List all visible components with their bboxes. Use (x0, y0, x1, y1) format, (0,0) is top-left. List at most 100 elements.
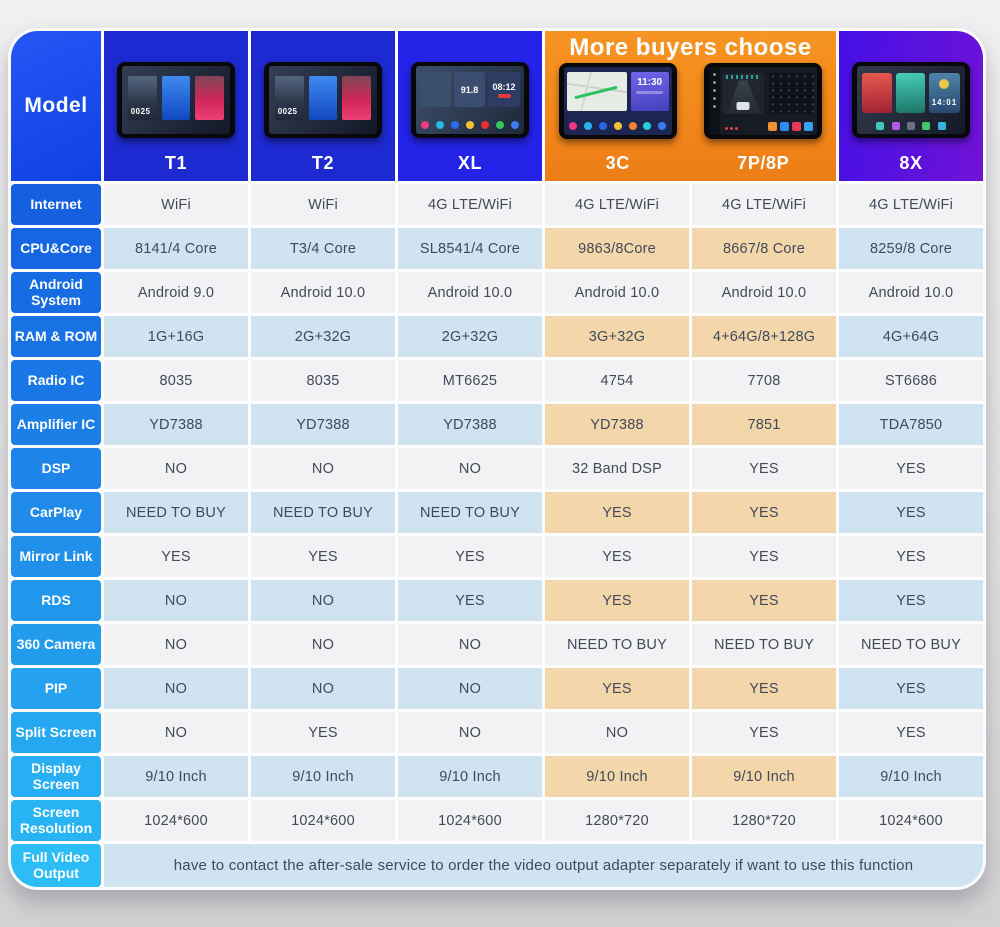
screen-clock: 0025 (130, 107, 151, 117)
spec-cell: YES (839, 712, 983, 753)
spec-cell: WiFi (104, 184, 248, 225)
comparison-table: Model 0025 T1 0025 T2 (8, 28, 986, 890)
music-icon (791, 121, 801, 131)
model-name: XL (457, 153, 483, 173)
navigation-card (308, 75, 338, 121)
spec-cell: 3G+32G (545, 316, 689, 357)
spec-cell: YES (692, 536, 836, 577)
bluetooth-icon (598, 122, 607, 131)
media-card: 0025 (275, 75, 304, 121)
clock-card: 14:01 (929, 73, 960, 113)
spec-cell: 4+64G/8+128G (692, 316, 836, 357)
device-screen: 0025 (122, 66, 230, 134)
driving-view (722, 73, 765, 114)
spec-cell: YD7388 (251, 404, 395, 445)
row-label: 360 Camera (11, 624, 101, 665)
spec-cell: YES (545, 580, 689, 621)
spec-cell: Android 9.0 (104, 272, 248, 313)
media-card: 0025 (128, 75, 157, 121)
apps-icon (937, 121, 946, 130)
spec-body: Internet WiFi WiFi 4G LTE/WiFi 4G LTE/WiFi 4G… (11, 184, 983, 841)
spec-cell: NO (251, 580, 395, 621)
footer-row: Full Video Output have to contact the af… (11, 844, 983, 887)
spec-cell: T3/4 Core (251, 228, 395, 269)
row-label: Radio IC (11, 360, 101, 401)
spec-cell: 2G+32G (251, 316, 395, 357)
spec-cell: 4G LTE/WiFi (692, 184, 836, 225)
gallery-icon (891, 121, 900, 130)
spec-row: Display Screen 9/10 Inch 9/10 Inch 9/10 Inc… (11, 756, 983, 797)
row-label: Full Video Output (11, 844, 101, 887)
app-icon-row (758, 121, 813, 131)
screen-clock: 11:30 (637, 77, 663, 89)
spec-cell: 7851 (692, 404, 836, 445)
spec-cell: TDA7850 (839, 404, 983, 445)
store-icon (495, 121, 504, 130)
spec-cell: 9/10 Inch (692, 756, 836, 797)
spec-cell: Android 10.0 (545, 272, 689, 313)
spec-cell: 1024*600 (104, 800, 248, 841)
spec-cell: YES (839, 668, 983, 709)
row-label: Amplifier IC (11, 404, 101, 445)
row-label: CarPlay (11, 492, 101, 533)
spec-cell: MT6625 (398, 360, 542, 401)
settings-icon (907, 121, 915, 130)
media-card (862, 73, 892, 113)
device-image-xl: 91.8 08:12 (411, 62, 529, 138)
folder-icon (767, 121, 777, 131)
spec-cell: YES (692, 668, 836, 709)
spec-cell: 9863/8Core (545, 228, 689, 269)
highlight-group: More buyers choose 11:30 (545, 31, 836, 181)
night-map-panel (768, 73, 815, 114)
radio-tile: 91.8 (453, 72, 486, 108)
device-image-8x: 14:01 (852, 62, 970, 138)
spec-cell: Android 10.0 (251, 272, 395, 313)
spec-cell: YES (545, 536, 689, 577)
spec-cell: ST6686 (839, 360, 983, 401)
row-label: Split Screen (11, 712, 101, 753)
row-label: Android System (11, 272, 101, 313)
row-label: Mirror Link (11, 536, 101, 577)
spec-cell: YES (398, 536, 542, 577)
music-card (342, 75, 371, 121)
music-icon (569, 122, 578, 131)
spec-cell: Android 10.0 (692, 272, 836, 313)
spec-cell: 9/10 Inch (398, 756, 542, 797)
spec-cell: YD7388 (545, 404, 689, 445)
spec-cell: NO (398, 624, 542, 665)
spec-row: Mirror Link YES YES YES YES YES YES (11, 536, 983, 577)
row-label: DSP (11, 448, 101, 489)
spec-cell: YES (692, 580, 836, 621)
app-icon-row (569, 122, 667, 131)
bluetooth-icon (803, 121, 813, 131)
spec-cell: 1024*600 (398, 800, 542, 841)
row-label: RAM & ROM (11, 316, 101, 357)
clock-tile: 08:12 (488, 72, 520, 108)
column-header-xl: 91.8 08:12 XL (398, 31, 542, 181)
spec-cell: Android 10.0 (398, 272, 542, 313)
footer-note: have to contact the after-sale service t… (104, 844, 983, 887)
music-icon (421, 121, 430, 130)
app-icon-row (876, 121, 946, 130)
music-icon (876, 121, 885, 130)
spec-cell: NO (104, 624, 248, 665)
model-name: 8X (899, 153, 923, 173)
spec-cell: NEED TO BUY (545, 624, 689, 665)
spec-cell: NO (398, 712, 542, 753)
phone-icon (922, 121, 931, 130)
spec-cell: 9/10 Inch (839, 756, 983, 797)
spec-cell: Android 10.0 (839, 272, 983, 313)
spec-cell: YES (692, 492, 836, 533)
spec-cell: NEED TO BUY (398, 492, 542, 533)
spec-cell: 2G+32G (398, 316, 542, 357)
spec-row: 360 Camera NO NO NO NEED TO BUY NEED TO BUY NE… (11, 624, 983, 665)
browser-icon (465, 121, 474, 130)
spec-cell: NEED TO BUY (839, 624, 983, 665)
spec-row: RAM & ROM 1G+16G 2G+32G 2G+32G 3G+32G 4+64G/8… (11, 316, 983, 357)
spec-cell: 4G LTE/WiFi (545, 184, 689, 225)
model-name: T2 (311, 153, 335, 173)
spec-cell: 1280*720 (692, 800, 836, 841)
row-label: Display Screen (11, 756, 101, 797)
spec-cell: 8035 (104, 360, 248, 401)
spec-cell: 8035 (251, 360, 395, 401)
